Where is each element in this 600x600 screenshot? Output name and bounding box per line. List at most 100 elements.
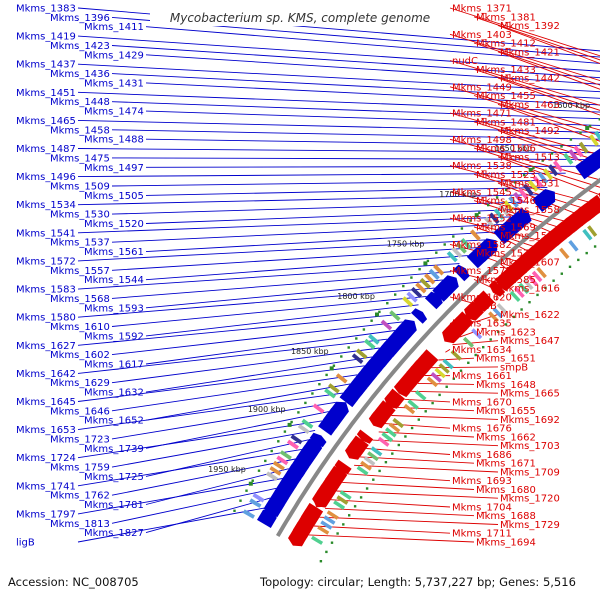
reverse-feature-band — [587, 225, 598, 237]
reverse-feature-band — [527, 274, 538, 287]
leader-line — [449, 7, 600, 57]
scale-tick-dot — [482, 346, 485, 349]
leader-line — [342, 481, 475, 490]
reverse-gene-arrow — [312, 490, 331, 508]
scale-tick-dot — [426, 259, 430, 263]
forward-gene-label: Mkms_1653 — [16, 425, 76, 436]
forward-gene-arrow — [432, 286, 449, 302]
reverse-gene-label: Mkms_1671 — [476, 459, 536, 470]
scale-tick-dot — [359, 496, 363, 499]
reverse-gene-label: smpB — [500, 362, 528, 373]
leader-line — [77, 420, 322, 459]
reverse-gene-label: Mkms_1455 — [476, 91, 536, 102]
leader-line — [449, 60, 600, 106]
reverse-feature-band — [442, 358, 454, 370]
accession-label: Accession: NC_008705 — [8, 575, 139, 589]
scale-tick-dot — [277, 440, 280, 443]
leader-line — [77, 263, 460, 290]
reverse-feature-band — [514, 286, 525, 298]
reverse-gene-label: Mkms_1670 — [452, 397, 512, 408]
leader-line — [111, 201, 530, 215]
scale-tick-dot — [435, 251, 438, 254]
forward-feature-band — [488, 212, 500, 225]
forward-gene-label: Mkms_1642 — [16, 369, 76, 380]
leader-line — [77, 478, 283, 515]
genome-backbone — [275, 177, 600, 538]
reverse-gene-label: nudC — [452, 56, 478, 67]
scale-tick-dot — [342, 523, 345, 526]
forward-gene-label: Mkms_1475 — [50, 153, 110, 164]
reverse-gene-label: Mkms_1634 — [452, 345, 512, 356]
reverse-feature-band — [450, 349, 462, 361]
reverse-gene-arrow — [393, 382, 410, 398]
forward-feature-band — [419, 277, 431, 289]
reverse-feature-band — [311, 535, 324, 545]
forward-gene-label: Mkms_1741 — [16, 481, 76, 492]
scale-tick-dot — [577, 258, 580, 262]
scale-label: 1750 kbp — [387, 240, 425, 249]
forward-gene-arrow — [318, 414, 340, 436]
scale-tick-dot — [348, 514, 351, 517]
forward-feature-band — [547, 164, 559, 177]
forward-gene-label: Mkms_1724 — [16, 453, 76, 464]
scale-label: 1850 kbp — [291, 347, 329, 356]
forward-feature-band — [594, 130, 600, 142]
leader-line — [145, 356, 373, 393]
scale-tick-dot — [474, 353, 477, 357]
forward-feature-band — [578, 141, 589, 154]
reverse-gene-label: Mkms_1403 — [452, 30, 512, 41]
leader-line — [366, 448, 451, 455]
leader-line — [77, 365, 365, 402]
forward-gene-label: Mkms_1813 — [50, 519, 110, 530]
forward-feature-band — [389, 310, 401, 322]
scale-tick-dot — [270, 449, 273, 453]
forward-gene-arrow — [279, 477, 297, 493]
forward-gene-label: Mkms_1544 — [84, 275, 144, 286]
leader-line — [391, 415, 499, 420]
leader-line — [336, 490, 499, 499]
scale-tick-dot — [452, 235, 455, 238]
leader-line — [145, 383, 351, 421]
leader-line — [77, 392, 343, 431]
reverse-gene-label: Mkms_1569 — [476, 222, 536, 233]
reverse-feature-band — [492, 307, 504, 319]
forward-feature-band — [301, 418, 314, 429]
forward-feature-band — [265, 471, 279, 482]
leader-line — [145, 411, 329, 449]
reverse-gene-label: Mkms_1545 — [452, 187, 512, 198]
reverse-gene-label: Mkms_1585 — [476, 275, 536, 286]
forward-feature-band — [269, 466, 282, 476]
reverse-feature-band — [559, 247, 570, 260]
scale-tick-dot — [467, 361, 470, 364]
forward-feature-band — [532, 176, 544, 188]
reverse-feature-band — [320, 520, 333, 530]
leader-line — [77, 194, 539, 206]
forward-feature-band — [503, 200, 514, 212]
forward-feature-band — [368, 334, 380, 345]
reverse-feature-band — [356, 465, 369, 476]
scale-tick-dot — [319, 560, 323, 563]
reverse-gene-label: Mkms_1463 — [500, 100, 560, 111]
leader-line — [497, 156, 600, 196]
forward-gene-label: Mkms_1520 — [84, 219, 144, 230]
reverse-gene-label: Mkms_1421 — [500, 47, 560, 58]
leader-line — [145, 186, 548, 196]
reverse-gene-label: Mkms_1720 — [500, 494, 560, 505]
reverse-gene-label: Mkms_1623 — [476, 327, 536, 338]
forward-gene-arrow — [496, 223, 515, 242]
scale-major-tick — [287, 422, 292, 427]
reverse-gene-label: Mkms_1616 — [500, 284, 560, 295]
forward-gene-label: Mkms_1759 — [50, 463, 110, 474]
leader-line — [452, 340, 499, 346]
scale-tick-dot — [311, 392, 314, 395]
forward-gene-label: Mkms_1583 — [16, 285, 76, 296]
scale-label: 1900 kbp — [248, 405, 286, 414]
reverse-gene-label: Mkms_1392 — [500, 21, 560, 32]
reverse-gene-label: Mkms_1694 — [476, 538, 536, 549]
forward-gene-label: Mkms_1530 — [50, 210, 110, 221]
forward-gene-label: Mkms_1541 — [16, 228, 76, 239]
leader-line — [145, 255, 468, 281]
reverse-feature-band — [336, 495, 349, 505]
forward-feature-band — [402, 296, 414, 308]
reverse-gene-label: Mkms_1688 — [476, 511, 536, 522]
